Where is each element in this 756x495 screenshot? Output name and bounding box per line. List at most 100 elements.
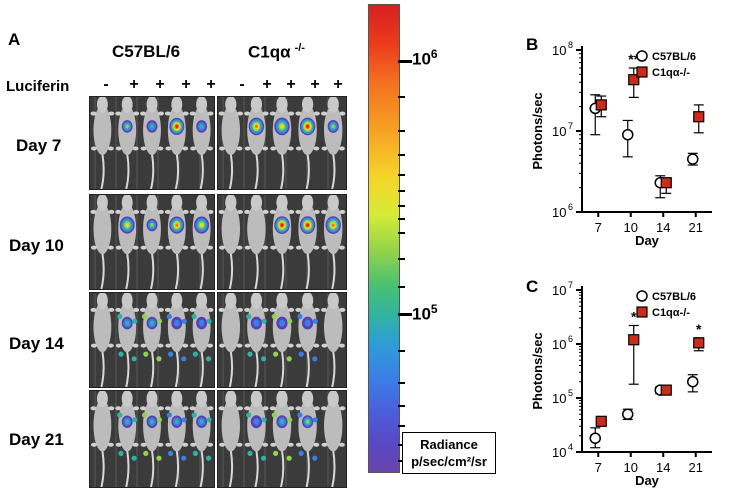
signal-spot [205, 356, 212, 362]
mouse-paw [189, 406, 196, 411]
mouse [90, 293, 115, 387]
luciferin-sign: + [333, 76, 343, 93]
tile-stripe [136, 391, 138, 487]
signal-spot [181, 356, 187, 362]
signal-contour [174, 419, 179, 425]
color-scale-minor-tick [398, 232, 405, 234]
mouse-paw [90, 307, 97, 312]
signal-spot [312, 318, 318, 324]
luciferin-sign: + [310, 76, 320, 93]
mouse [90, 195, 115, 289]
luciferin-sign: + [262, 76, 272, 93]
mouse-tail [100, 450, 105, 487]
mouse-paw [339, 111, 346, 116]
mouse-paw [313, 245, 320, 250]
mouse-paw [108, 209, 115, 214]
mouse-paw [164, 307, 171, 312]
signal-spot [181, 318, 187, 324]
mouse [164, 293, 189, 387]
data-point-c57bl6 [622, 408, 634, 421]
mouse-body [221, 301, 241, 353]
mouse-paw [244, 307, 251, 312]
mouse-head [96, 293, 108, 309]
mouse-paw [287, 442, 294, 447]
bli-image-c1qa-day7 [217, 96, 347, 190]
signal-spot [206, 318, 212, 324]
signal-spot [247, 351, 253, 357]
mouse-head [301, 97, 314, 113]
tile-stripe [243, 293, 245, 387]
mouse-tail [125, 153, 130, 189]
mouse-tail [199, 450, 204, 487]
data-point-c1qa [693, 111, 705, 123]
mouse-paw [270, 146, 277, 151]
signal-contour [125, 320, 130, 326]
mouse-paw [115, 307, 122, 312]
signal-contour [253, 418, 260, 426]
mouse-tail [254, 351, 259, 387]
signal-contour [149, 419, 155, 425]
mouse-paw [132, 442, 139, 447]
mouse-paw [244, 111, 251, 116]
legend-marker-square [636, 306, 648, 318]
mouse-paw [313, 111, 320, 116]
signal-spot [260, 356, 267, 362]
mouse-head [146, 293, 158, 309]
mouse-tail [305, 351, 310, 387]
mouse-paw [321, 245, 328, 250]
mouse-paw [262, 406, 269, 411]
signal-spot [132, 318, 138, 324]
significance-marker: * [696, 321, 702, 337]
signal-contour [306, 124, 309, 128]
signal-contour [305, 419, 310, 424]
mouse-paw [237, 209, 244, 214]
mouse-tail [174, 450, 180, 487]
mouse-paw [262, 442, 269, 447]
signal-contour [175, 125, 179, 128]
radiance-units-box: Radiance p/sec/cm²/sr [402, 432, 496, 474]
signal-spot [297, 313, 303, 320]
signal-contour [173, 319, 180, 327]
mouse-paw [165, 146, 172, 151]
radiance-title: Radiance [420, 437, 478, 452]
signal-spot [131, 455, 137, 461]
mouse-paw [182, 442, 189, 447]
mouse-body [323, 399, 343, 452]
mouse-head [171, 293, 183, 309]
tile-stripe [136, 195, 138, 289]
mouse-paw [313, 406, 320, 411]
day-label: Day 10 [9, 236, 64, 255]
mouse-tail [305, 253, 310, 289]
mouse-paw [140, 307, 147, 312]
mouse-paw [321, 442, 328, 447]
luciferin-sign: + [206, 76, 216, 93]
mouse-head [327, 195, 339, 211]
mouse-head [96, 97, 108, 113]
color-scale-minor-tick [398, 382, 405, 384]
mouse-head [327, 293, 339, 309]
signal-spot [181, 417, 187, 423]
mouse-body [93, 301, 112, 353]
mouse-tail [305, 450, 310, 487]
mouse-paw [269, 111, 276, 116]
radiance-units: p/sec/cm²/sr [411, 454, 487, 469]
y-tick-label: 10 [552, 391, 566, 406]
y-tick-label: 10 [552, 205, 566, 220]
mouse [295, 97, 320, 189]
mouse [189, 195, 214, 289]
mouse-tail [331, 253, 336, 289]
mouse-paw [108, 406, 115, 411]
mouse-head [96, 391, 108, 408]
mouse-paw [287, 343, 294, 348]
signal-spot [141, 313, 148, 320]
mouse [140, 195, 164, 289]
mouse-paw [107, 343, 114, 348]
color-scale-minor-tick [398, 286, 405, 288]
mouse-tail [228, 351, 234, 387]
legend-marker-circle [636, 50, 648, 62]
mouse-paw [313, 209, 320, 214]
mouse-tail [228, 450, 234, 487]
signal-contour [199, 419, 204, 425]
mouse [189, 391, 214, 487]
mouse-tail [125, 450, 130, 487]
